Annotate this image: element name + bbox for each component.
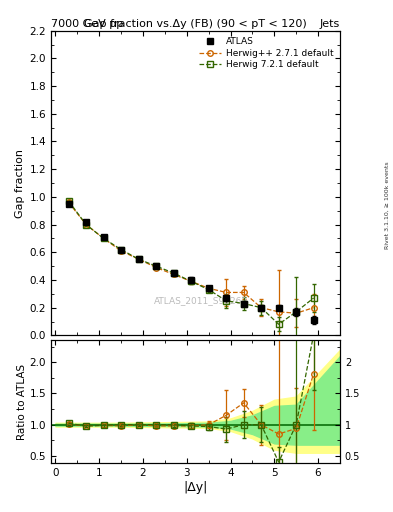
Text: ATLAS_2011_S91262: ATLAS_2011_S91262 (154, 296, 248, 305)
Title: Gap fraction vs.Δy (FB) (90 < pT < 120): Gap fraction vs.Δy (FB) (90 < pT < 120) (84, 18, 307, 29)
X-axis label: |Δy|: |Δy| (183, 481, 208, 494)
Y-axis label: Ratio to ATLAS: Ratio to ATLAS (17, 364, 27, 440)
Y-axis label: Gap fraction: Gap fraction (15, 148, 26, 218)
Text: Rivet 3.1.10, ≥ 100k events: Rivet 3.1.10, ≥ 100k events (385, 161, 390, 249)
Text: Jets: Jets (320, 19, 340, 29)
Text: 7000 GeV pp: 7000 GeV pp (51, 19, 123, 29)
Legend: ATLAS, Herwig++ 2.7.1 default, Herwig 7.2.1 default: ATLAS, Herwig++ 2.7.1 default, Herwig 7.… (197, 35, 336, 71)
